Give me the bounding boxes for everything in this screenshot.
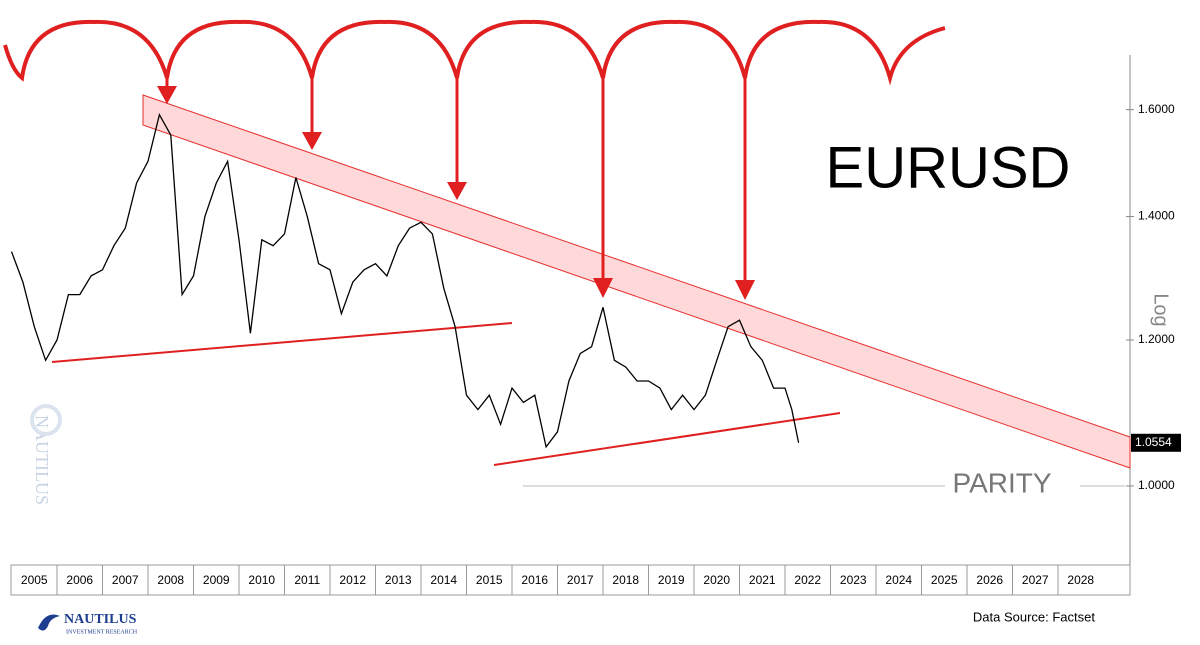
x-tick-label: 2027 — [1022, 573, 1049, 587]
channel — [142, 94, 1131, 469]
y-axis-title: Log — [1150, 293, 1172, 326]
x-tick-label: 2020 — [703, 573, 730, 587]
y-tick-label: 1.2000 — [1138, 332, 1175, 346]
cycle-arcs — [3, 19, 946, 86]
support-line — [51, 322, 513, 363]
last-value-label: 1.0554 — [1135, 435, 1172, 449]
last-value-box — [1131, 433, 1181, 452]
annotation: PARITY — [952, 467, 1051, 498]
y-tick-label: 1.0000 — [1138, 478, 1175, 492]
cycle-arrows — [157, 78, 755, 300]
price-line — [10, 112, 800, 449]
x-tick-label: 2022 — [794, 573, 821, 587]
x-tick-label: 2015 — [476, 573, 503, 587]
y-tick-label: 1.4000 — [1138, 209, 1175, 223]
x-tick-label: 2006 — [66, 573, 93, 587]
x-tick-label: 2013 — [385, 573, 412, 587]
chart-title: EURUSD — [826, 135, 1071, 200]
logo-mark — [38, 614, 60, 631]
x-tick-label: 2014 — [430, 573, 457, 587]
x-tick-label: 2009 — [203, 573, 230, 587]
x-tick-label: 2005 — [21, 573, 48, 587]
support-line — [493, 412, 841, 466]
x-tick-label: 2021 — [749, 573, 776, 587]
y-tick-label: 1.6000 — [1138, 102, 1175, 116]
watermark: NAUTILUS — [32, 415, 52, 505]
logo: NAUTILUS INVESTMENT RESEARCH — [38, 612, 138, 635]
x-tick-label: 2011 — [294, 573, 320, 587]
x-tick-label: 2024 — [885, 573, 912, 587]
x-tick-label: 2012 — [339, 573, 366, 587]
source: Data Source: Factset — [973, 609, 1095, 624]
x-tick-label: 2008 — [157, 573, 184, 587]
x-tick-label: 2025 — [931, 573, 958, 587]
logo-tagline: INVESTMENT RESEARCH — [66, 629, 138, 635]
x-tick-label: 2028 — [1067, 573, 1094, 587]
x-tick-label: 2023 — [840, 573, 867, 587]
x-tick-label: 2016 — [521, 573, 548, 587]
x-tick-label: 2018 — [612, 573, 639, 587]
x-tick-label: 2019 — [658, 573, 685, 587]
watermark-logo — [30, 404, 62, 436]
x-tick-label: 2007 — [112, 573, 139, 587]
x-tick-label: 2026 — [976, 573, 1003, 587]
x-tick-label: 2017 — [567, 573, 594, 587]
x-tick-label: 2010 — [248, 573, 275, 587]
x-axis — [10, 564, 1131, 596]
logo-name: NAUTILUS — [64, 612, 137, 627]
